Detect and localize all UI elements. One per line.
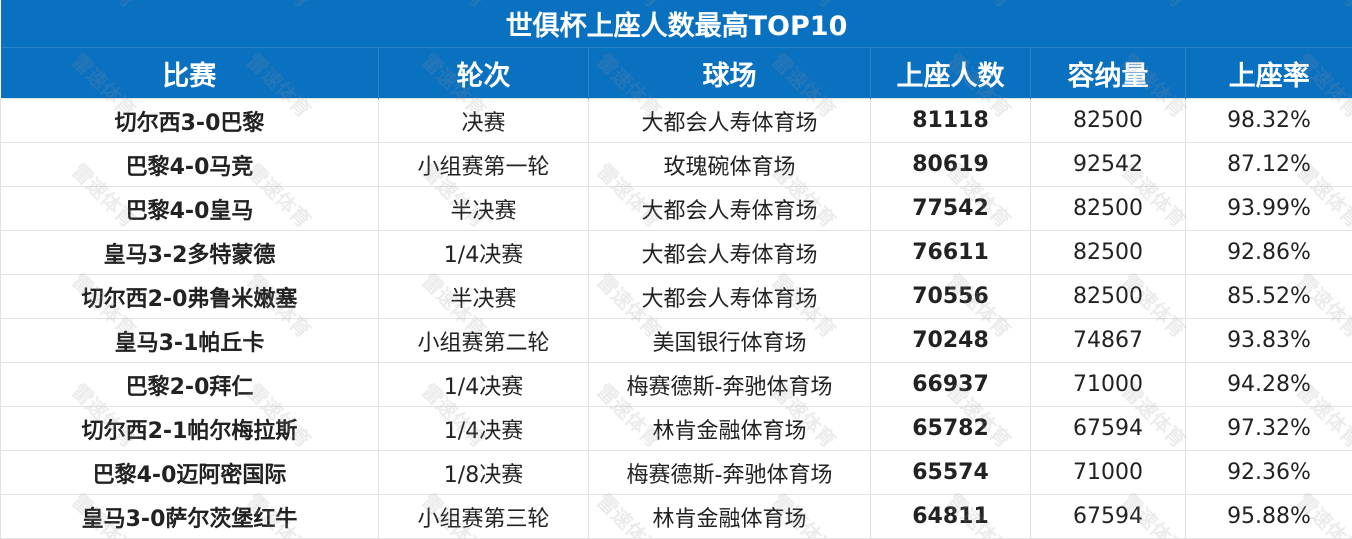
table-cell: 决赛 bbox=[379, 99, 589, 143]
column-header: 球场 bbox=[589, 48, 871, 99]
table-cell: 林肯金融体育场 bbox=[589, 407, 871, 451]
table-cell: 71000 bbox=[1031, 451, 1186, 495]
table-cell: 半决赛 bbox=[379, 275, 589, 319]
table-cell: 82500 bbox=[1031, 231, 1186, 275]
table-cell: 74867 bbox=[1031, 319, 1186, 363]
table-cell: 65574 bbox=[871, 451, 1031, 495]
table-cell: 71000 bbox=[1031, 363, 1186, 407]
table-cell: 巴黎4-0迈阿密国际 bbox=[1, 451, 379, 495]
table-cell: 1/4决赛 bbox=[379, 407, 589, 451]
table-cell: 大都会人寿体育场 bbox=[589, 275, 871, 319]
table-cell: 81118 bbox=[871, 99, 1031, 143]
table-cell: 85.52% bbox=[1186, 275, 1352, 319]
table-cell: 1/4决赛 bbox=[379, 363, 589, 407]
table-cell: 65782 bbox=[871, 407, 1031, 451]
column-header: 比赛 bbox=[1, 48, 379, 99]
table-cell: 切尔西3-0巴黎 bbox=[1, 99, 379, 143]
table-cell: 梅赛德斯-奔驰体育场 bbox=[589, 363, 871, 407]
table-cell: 92.86% bbox=[1186, 231, 1352, 275]
table-cell: 巴黎4-0皇马 bbox=[1, 187, 379, 231]
table-cell: 大都会人寿体育场 bbox=[589, 187, 871, 231]
table-cell: 林肯金融体育场 bbox=[589, 495, 871, 539]
table-cell: 82500 bbox=[1031, 187, 1186, 231]
table-cell: 切尔西2-0弗鲁米嫩塞 bbox=[1, 275, 379, 319]
table-title: 世俱杯上座人数最高TOP10 bbox=[1, 0, 1352, 48]
table-cell: 70248 bbox=[871, 319, 1031, 363]
table-cell: 皇马3-2多特蒙德 bbox=[1, 231, 379, 275]
table-cell: 切尔西2-1帕尔梅拉斯 bbox=[1, 407, 379, 451]
table-cell: 美国银行体育场 bbox=[589, 319, 871, 363]
table-cell: 95.88% bbox=[1186, 495, 1352, 539]
table-cell: 98.32% bbox=[1186, 99, 1352, 143]
table-cell: 87.12% bbox=[1186, 143, 1352, 187]
table-cell: 80619 bbox=[871, 143, 1031, 187]
table-cell: 70556 bbox=[871, 275, 1031, 319]
column-header: 上座率 bbox=[1186, 48, 1352, 99]
table-cell: 93.83% bbox=[1186, 319, 1352, 363]
table-cell: 1/8决赛 bbox=[379, 451, 589, 495]
table-cell: 小组赛第一轮 bbox=[379, 143, 589, 187]
table-cell: 皇马3-0萨尔茨堡红牛 bbox=[1, 495, 379, 539]
table-cell: 巴黎4-0马竞 bbox=[1, 143, 379, 187]
table-cell: 92.36% bbox=[1186, 451, 1352, 495]
table-cell: 66937 bbox=[871, 363, 1031, 407]
table-cell: 82500 bbox=[1031, 275, 1186, 319]
table-cell: 82500 bbox=[1031, 99, 1186, 143]
table-cell: 77542 bbox=[871, 187, 1031, 231]
table-cell: 玫瑰碗体育场 bbox=[589, 143, 871, 187]
table-cell: 76611 bbox=[871, 231, 1031, 275]
table-cell: 小组赛第三轮 bbox=[379, 495, 589, 539]
table-cell: 67594 bbox=[1031, 407, 1186, 451]
table-cell: 半决赛 bbox=[379, 187, 589, 231]
table-cell: 皇马3-1帕丘卡 bbox=[1, 319, 379, 363]
table-cell: 大都会人寿体育场 bbox=[589, 99, 871, 143]
table-cell: 梅赛德斯-奔驰体育场 bbox=[589, 451, 871, 495]
table-cell: 小组赛第二轮 bbox=[379, 319, 589, 363]
table-cell: 67594 bbox=[1031, 495, 1186, 539]
table-cell: 92542 bbox=[1031, 143, 1186, 187]
table-cell: 大都会人寿体育场 bbox=[589, 231, 871, 275]
column-header: 容纳量 bbox=[1031, 48, 1186, 99]
table-cell: 93.99% bbox=[1186, 187, 1352, 231]
table-cell: 64811 bbox=[871, 495, 1031, 539]
column-header: 轮次 bbox=[379, 48, 589, 99]
table-cell: 1/4决赛 bbox=[379, 231, 589, 275]
column-header: 上座人数 bbox=[871, 48, 1031, 99]
table-cell: 97.32% bbox=[1186, 407, 1352, 451]
table-cell: 巴黎2-0拜仁 bbox=[1, 363, 379, 407]
table-cell: 94.28% bbox=[1186, 363, 1352, 407]
